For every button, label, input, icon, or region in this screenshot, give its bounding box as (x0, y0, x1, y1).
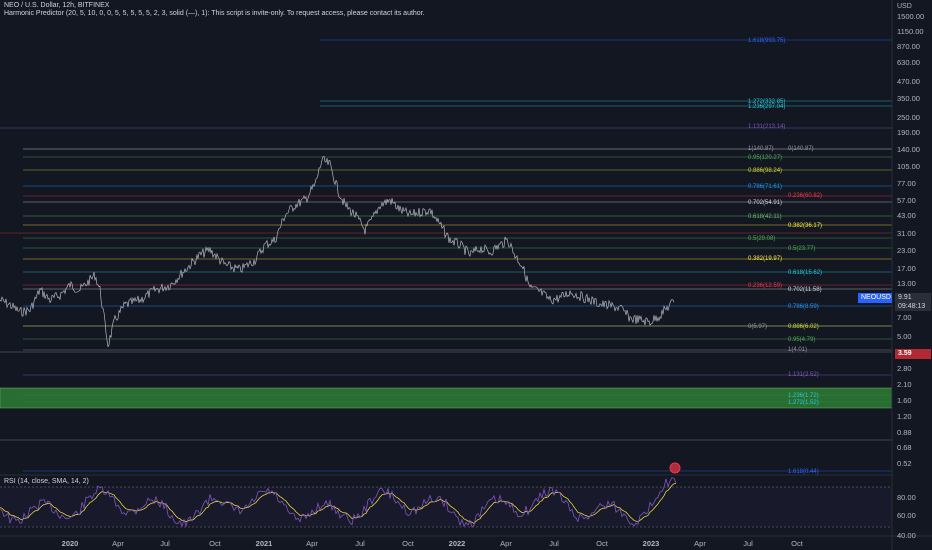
level-price-tag: 3.59 (895, 349, 931, 359)
time-tick-label: Oct (596, 539, 609, 548)
fib-level-label: 1(4.01) (788, 347, 807, 353)
fib-level-label: 0.236(12.59) (748, 283, 782, 289)
fib-level-label: 1.272(332.85) (748, 99, 785, 105)
price-tick-label: 2.10 (897, 380, 912, 389)
last-price: 9.91 (898, 294, 912, 301)
time-tick-label: 2022 (449, 539, 466, 548)
price-tick-label: 1150.00 (897, 27, 924, 36)
price-tick-label: 77.00 (897, 179, 916, 188)
fib-level-label: 1.236(1.72) (788, 393, 819, 399)
price-tick-label: 17.00 (897, 264, 916, 273)
time-tick-label: Apr (500, 539, 512, 548)
price-tick-label: 140.00 (897, 145, 920, 154)
time-tick-label: Apr (112, 539, 124, 548)
fib-level-label: 1.131(213.14) (748, 124, 785, 130)
fib-level-label: 1.618(0.44) (788, 469, 819, 475)
rsi-ma-line (0, 483, 677, 524)
time-axis: 2020 Apr Jul Oct 2021 Apr Jul Oct 2022 Apr Jul Oct 2… (62, 539, 804, 548)
time-tick-label: Oct (791, 539, 804, 548)
fib-level-label: 0.702(11.58) (788, 287, 822, 293)
price-tick-label: 43.00 (897, 211, 916, 220)
price-tick-label: 31.00 (897, 229, 916, 238)
price-tick-label: 350.00 (897, 94, 920, 103)
time-tick-label: Oct (209, 539, 222, 548)
fib-level-label: 0(5.97) (748, 324, 767, 330)
chart-title[interactable]: NEO / U.S. Dollar, 12h, BITFINEX (4, 2, 110, 9)
price-tick-label: 870.00 (897, 42, 920, 51)
time-tick-label: Jul (355, 539, 365, 548)
fib-level-label: 0.786(71.61) (748, 184, 782, 190)
price-tick-label: 0.68 (897, 443, 912, 452)
price-tick-label: 5.00 (897, 332, 912, 341)
rsi-tick-label: 40.00 (897, 531, 916, 540)
price-tick-label: 57.00 (897, 196, 916, 205)
fib-level-label: 0.886(98.24) (748, 168, 782, 174)
price-tick-label: 0.88 (897, 428, 912, 437)
symbol-tag: NEOUSD (858, 293, 892, 303)
fib-level-label: 0.95(4.79) (788, 337, 815, 343)
fib-level-labels: 1.618(993.75) 1.272(332.85)1.236(297.04) 1… (748, 38, 822, 475)
fib-level-label: 0(140.87) (788, 146, 814, 152)
price-tick-label: 1.20 (897, 412, 912, 421)
fib-level-label: 1.618(993.75) (748, 38, 785, 44)
fib-level-label: 0.236(60.82) (788, 193, 822, 199)
fib-level-label: 0.886(6.02) (788, 324, 819, 330)
time-tick-label: Jul (160, 539, 170, 548)
rsi-line (0, 477, 677, 528)
currency-label: USD (897, 3, 912, 10)
fib-level-label: 0.5(23.77) (788, 246, 815, 252)
price-axis: 1500.00 1150.00 870.00 630.00 470.00 350.00 25… (897, 12, 924, 468)
rsi-alert-marker[interactable] (669, 462, 681, 474)
price-tick-label: 1500.00 (897, 12, 924, 21)
fib-level-label: 1.131(2.52) (788, 372, 819, 378)
price-tick-label: 7.00 (897, 313, 912, 322)
fib-level-label: 0.618(42.11) (748, 214, 782, 220)
time-tick-label: Jul (743, 539, 753, 548)
bar-countdown: 09:48:13 (898, 303, 926, 310)
rsi-band (0, 487, 892, 527)
time-tick-label: Jul (549, 539, 559, 548)
fib-level-label: 0.786(8.59) (788, 304, 819, 310)
indicator-legend[interactable]: Harmonic Predictor (20, 5, 10, 0, 0, 5, … (4, 10, 425, 17)
fib-level-label: 0.382(36.17) (788, 223, 822, 229)
rsi-axis: 80.00 60.00 40.00 (897, 493, 916, 540)
price-tick-label: 105.00 (897, 162, 920, 171)
last-price-tag: 9.91 09:48:13 (895, 293, 931, 311)
time-tick-label: Apr (306, 539, 318, 548)
fib-level-label: 0.95(120.27) (748, 155, 782, 161)
time-tick-label: 2023 (643, 539, 660, 548)
price-series (0, 155, 675, 348)
fib-level-label: 1.272(1.52) (788, 400, 819, 406)
price-tick-label: 630.00 (897, 58, 920, 67)
horizontal-lines (0, 39, 892, 472)
fib-level-label: 1(140.87) (748, 146, 774, 152)
time-tick-label: 2020 (62, 539, 79, 548)
fib-level-label: 0.618(15.62) (788, 270, 822, 276)
price-tick-label: 1.60 (897, 396, 912, 405)
price-tick-label: 190.00 (897, 128, 920, 137)
price-tick-label: 470.00 (897, 77, 920, 86)
time-tick-label: 2021 (256, 539, 273, 548)
green-target-zone (0, 387, 893, 409)
price-tick-label: 0.52 (897, 459, 912, 468)
fib-level-label: 0.5(29.08) (748, 236, 775, 242)
fib-level-label: 0.382(19.97) (748, 256, 782, 262)
price-tick-label: 23.00 (897, 246, 916, 255)
rsi-tick-label: 80.00 (897, 493, 916, 502)
price-tick-label: 13.00 (897, 279, 916, 288)
rsi-legend[interactable]: RSI (14, close, SMA, 14, 2) (4, 478, 89, 485)
fib-level-label: 0.702(54.91) (748, 200, 782, 206)
rsi-tick-label: 60.00 (897, 511, 916, 520)
time-tick-label: Oct (402, 539, 415, 548)
price-tick-label: 2.80 (897, 364, 912, 373)
fib-level-label: 1.236(297.04) (748, 104, 785, 110)
time-tick-label: Apr (694, 539, 706, 548)
price-tick-label: 250.00 (897, 113, 920, 122)
